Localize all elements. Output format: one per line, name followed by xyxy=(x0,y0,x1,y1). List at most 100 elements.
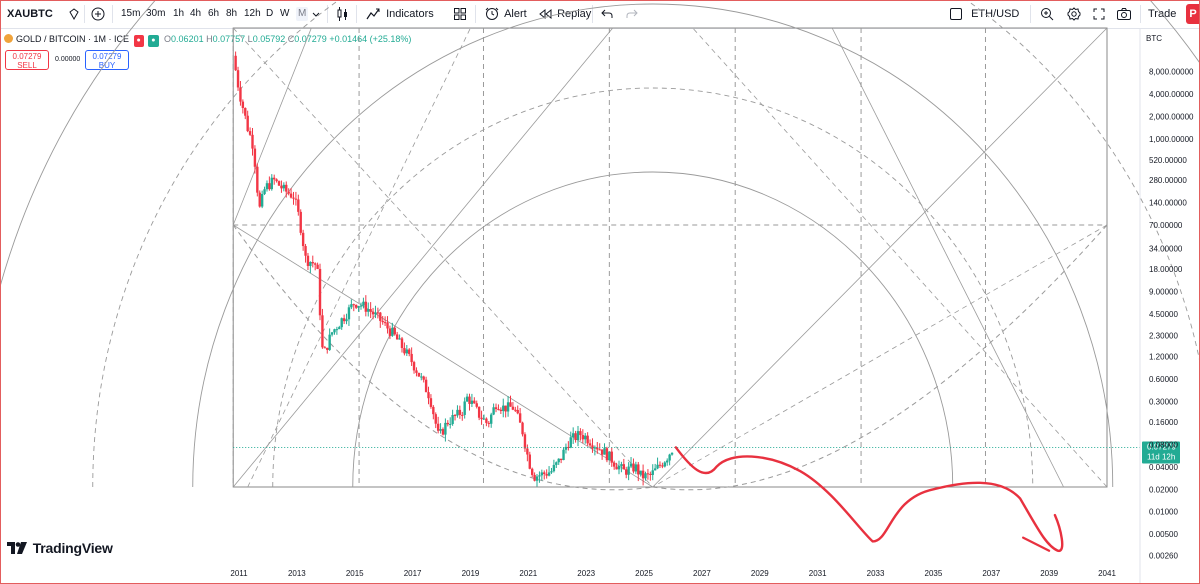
candle-body xyxy=(273,177,276,180)
undo-icon[interactable] xyxy=(601,0,613,28)
candle-body xyxy=(552,464,556,472)
candle-body xyxy=(576,431,580,441)
candle-body xyxy=(449,423,452,425)
candle-body xyxy=(424,379,428,393)
interval-30m[interactable]: 30m xyxy=(146,8,166,19)
publish-button[interactable]: P xyxy=(1186,4,1200,24)
price-tick-label: 0.04000 xyxy=(1149,463,1178,472)
candle-body xyxy=(622,464,626,470)
gann-curve xyxy=(652,224,1108,491)
candle-body xyxy=(600,449,604,455)
candle-body xyxy=(333,329,336,333)
price-tick-label: 0.02000 xyxy=(1149,485,1178,494)
symbol-search[interactable]: XAUBTC xyxy=(7,0,53,28)
interval-W[interactable]: W xyxy=(280,8,290,19)
replay-button[interactable]: Replay xyxy=(538,0,591,28)
price-tick-label: 0.01000 xyxy=(1149,508,1178,517)
candle-body xyxy=(555,462,558,465)
tradingview-logo[interactable]: TradingView xyxy=(7,540,113,556)
indicators-icon xyxy=(366,8,380,20)
quick-search-icon[interactable] xyxy=(1040,0,1054,28)
candle-body xyxy=(458,409,462,415)
checkbox-icon xyxy=(950,8,962,21)
candle-body xyxy=(502,405,505,412)
interval-1h[interactable]: 1h xyxy=(173,8,185,19)
chart-type-candles-icon[interactable] xyxy=(336,0,348,28)
price-tick-label: 34.00000 xyxy=(1149,244,1183,253)
gann-curve xyxy=(232,224,653,491)
legend-title[interactable]: GOLD / BITCOIN · 1M · ICE xyxy=(16,34,130,44)
layouts-icon[interactable] xyxy=(454,0,466,28)
candle-body xyxy=(625,469,628,475)
candle-body xyxy=(456,409,459,416)
candle-body xyxy=(668,454,671,461)
compare-symbol-label: ETH/USD xyxy=(971,8,1020,20)
candle-body xyxy=(463,401,466,415)
candle-body xyxy=(422,376,425,380)
sell-button[interactable]: 0.07279 SELL xyxy=(5,50,49,70)
price-tick-label: 2,000.00000 xyxy=(1149,112,1194,121)
candle-body xyxy=(277,181,281,186)
gann-diagonal xyxy=(652,224,1108,488)
price-axis-currency[interactable]: BTC xyxy=(1146,34,1162,43)
interval-4h[interactable]: 4h xyxy=(190,8,202,19)
alert-label: Alert xyxy=(504,8,527,20)
time-tick-label: 2011 xyxy=(230,569,248,578)
candle-body xyxy=(497,409,500,411)
candle-body xyxy=(285,184,288,192)
candle-body xyxy=(444,422,447,435)
candle-body xyxy=(292,197,295,199)
buy-price: 0.07279 xyxy=(92,52,122,61)
settings-gear-icon[interactable] xyxy=(1067,0,1081,28)
candle-body xyxy=(256,166,259,193)
symbol-settings-icon[interactable] xyxy=(68,0,80,28)
gann-arc xyxy=(0,0,1200,289)
interval-dropdown-icon[interactable] xyxy=(312,0,320,28)
indicators-button[interactable]: Indicators xyxy=(366,0,434,28)
candle-body xyxy=(234,55,237,71)
candle-body xyxy=(318,268,322,316)
candle-body xyxy=(395,334,399,340)
add-symbol-icon[interactable] xyxy=(91,0,105,28)
candle-body xyxy=(477,406,481,418)
forecast-drawing xyxy=(674,446,1064,552)
fullscreen-icon[interactable] xyxy=(1093,0,1105,28)
candle-body xyxy=(328,334,331,350)
candle-body xyxy=(605,448,609,461)
candle-body xyxy=(417,372,421,377)
snapshot-camera-icon[interactable] xyxy=(1117,0,1131,28)
candle-body xyxy=(376,312,380,314)
candle-body xyxy=(313,263,317,265)
interval-M[interactable]: M xyxy=(296,7,309,21)
gold-coin-icon xyxy=(4,34,13,43)
candle-body xyxy=(579,431,582,436)
interval-15m[interactable]: 15m xyxy=(121,8,141,19)
high-value: 0.07757 xyxy=(212,34,246,44)
interval-12h[interactable]: 12h xyxy=(244,8,261,19)
gann-diagonal xyxy=(232,27,312,226)
interval-6h[interactable]: 6h xyxy=(208,8,220,19)
indicators-label: Indicators xyxy=(386,8,434,20)
interval-D[interactable]: D xyxy=(266,8,274,19)
interval-8h[interactable]: 8h xyxy=(226,8,238,19)
candle-body xyxy=(321,315,324,348)
candle-body xyxy=(615,466,618,470)
compare-symbol-toggle[interactable]: ETH/USD xyxy=(950,0,1019,28)
candle-body xyxy=(241,101,245,108)
gann-diagonal xyxy=(692,27,1108,488)
top-toolbar: XAUBTC 15m 30m 1h 4h 6h 8h 12h D W M Indicators A… xyxy=(0,0,1200,29)
buy-button[interactable]: 0.07279 BUY xyxy=(85,50,129,70)
price-tick-label: 2.30000 xyxy=(1149,332,1178,341)
redo-icon[interactable] xyxy=(626,0,638,28)
candle-body xyxy=(514,409,517,411)
candle-body xyxy=(574,433,577,441)
gann-box xyxy=(232,27,1108,488)
alert-button[interactable]: Alert xyxy=(485,0,527,28)
gann-diagonal xyxy=(233,224,653,488)
time-tick-label: 2031 xyxy=(809,569,827,578)
trade-button[interactable]: Trade xyxy=(1148,0,1176,28)
gann-diagonal xyxy=(652,27,1108,488)
candle-body xyxy=(593,447,597,449)
candle-body xyxy=(294,198,298,200)
